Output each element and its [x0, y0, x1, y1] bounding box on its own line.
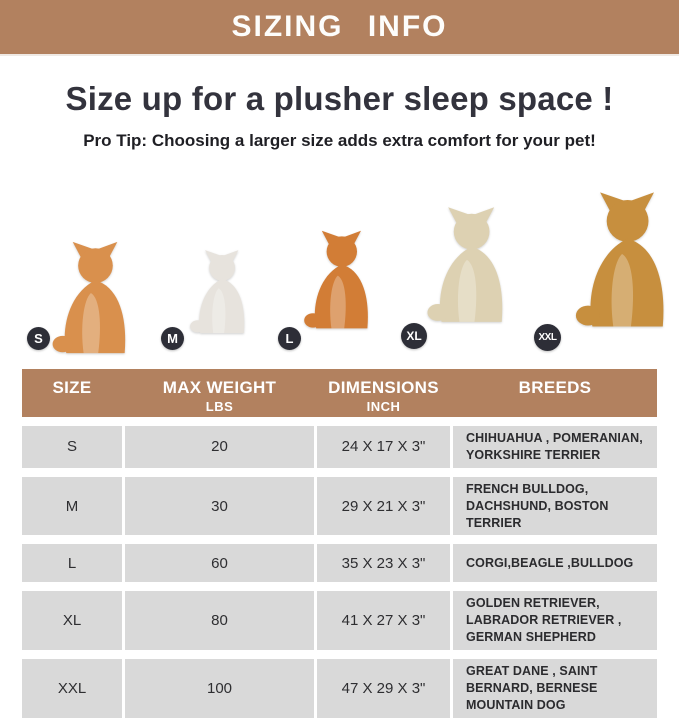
- size-badge-l: L: [278, 327, 301, 350]
- sizing-info-banner: SIZING INFO: [0, 0, 679, 56]
- col-header-dimensions: DIMENSIONS INCH: [317, 369, 450, 417]
- cell-breeds: CHIHUAHUA , POMERANIAN, YORKSHIRE TERRIE…: [453, 426, 657, 468]
- cell-breeds: CORGI,BEAGLE ,BULLDOG: [453, 544, 657, 583]
- table-row-xl: XL 80 41 X 27 X 3" GOLDEN RETRIEVER, LAB…: [22, 591, 657, 650]
- col-header-dimensions-unit: INCH: [366, 399, 401, 414]
- col-header-breeds: BREEDS: [453, 369, 657, 417]
- sizing-table: SIZE MAX WEIGHT LBS DIMENSIONS INCH BREE…: [22, 369, 657, 718]
- table-header-row: SIZE MAX WEIGHT LBS DIMENSIONS INCH BREE…: [22, 369, 657, 417]
- cell-max-weight: 100: [125, 659, 314, 718]
- golden-retriever-photo: [566, 165, 676, 355]
- col-header-breeds-label: BREEDS: [518, 378, 592, 397]
- cell-dimensions: 41 X 27 X 3": [317, 591, 450, 650]
- banner-title: SIZING INFO: [231, 10, 448, 43]
- table-row-l: L 60 35 X 23 X 3" CORGI,BEAGLE ,BULLDOG: [22, 544, 657, 583]
- dog-size-comparison: S M L XL XXL: [0, 161, 679, 361]
- cell-breeds: GOLDEN RETRIEVER, LABRADOR RETRIEVER , G…: [453, 591, 657, 650]
- col-header-dimensions-label: DIMENSIONS: [328, 378, 439, 397]
- cell-dimensions: 35 X 23 X 3": [317, 544, 450, 583]
- cell-size: XXL: [22, 659, 122, 718]
- col-header-max-weight-label: MAX WEIGHT: [162, 378, 277, 397]
- cell-dimensions: 29 X 21 X 3": [317, 476, 450, 536]
- french-bulldog-photo: [184, 229, 252, 355]
- cell-max-weight: 20: [125, 426, 314, 468]
- pomeranian-photo: [44, 241, 136, 355]
- col-header-size: SIZE: [22, 369, 122, 417]
- headline: Size up for a plusher sleep space !: [65, 80, 614, 117]
- cell-dimensions: 24 X 17 X 3": [317, 426, 450, 468]
- cell-size: M: [22, 476, 122, 536]
- table-row-m: M 30 29 X 21 X 3" FRENCH BULLDOG, DACHSH…: [22, 476, 657, 536]
- cell-dimensions: 47 X 29 X 3": [317, 659, 450, 718]
- col-header-size-label: SIZE: [52, 378, 92, 397]
- labrador-photo: [419, 175, 513, 355]
- shiba-inu-photo: [297, 205, 377, 355]
- cell-max-weight: 60: [125, 544, 314, 583]
- table-row-s: S 20 24 X 17 X 3" CHIHUAHUA , POMERANIAN…: [22, 426, 657, 468]
- pro-tip-text: Pro Tip: Choosing a larger size adds ext…: [83, 131, 596, 150]
- cell-max-weight: 30: [125, 476, 314, 536]
- size-badge-xl: XL: [401, 323, 427, 349]
- cell-breeds: GREAT DANE , SAINT BERNARD, BERNESE MOUN…: [453, 659, 657, 718]
- size-badge-s: S: [27, 327, 50, 350]
- col-header-max-weight-unit: LBS: [205, 399, 234, 414]
- col-header-max-weight: MAX WEIGHT LBS: [125, 369, 314, 417]
- size-badge-xxl: XXL: [534, 324, 561, 351]
- cell-size: S: [22, 426, 122, 468]
- cell-size: XL: [22, 591, 122, 650]
- size-badge-m: M: [161, 327, 184, 350]
- cell-max-weight: 80: [125, 591, 314, 650]
- cell-size: L: [22, 544, 122, 583]
- cell-breeds: FRENCH BULLDOG, DACHSHUND, BOSTON TERRIE…: [453, 476, 657, 536]
- table-row-xxl: XXL 100 47 X 29 X 3" GREAT DANE , SAINT …: [22, 659, 657, 718]
